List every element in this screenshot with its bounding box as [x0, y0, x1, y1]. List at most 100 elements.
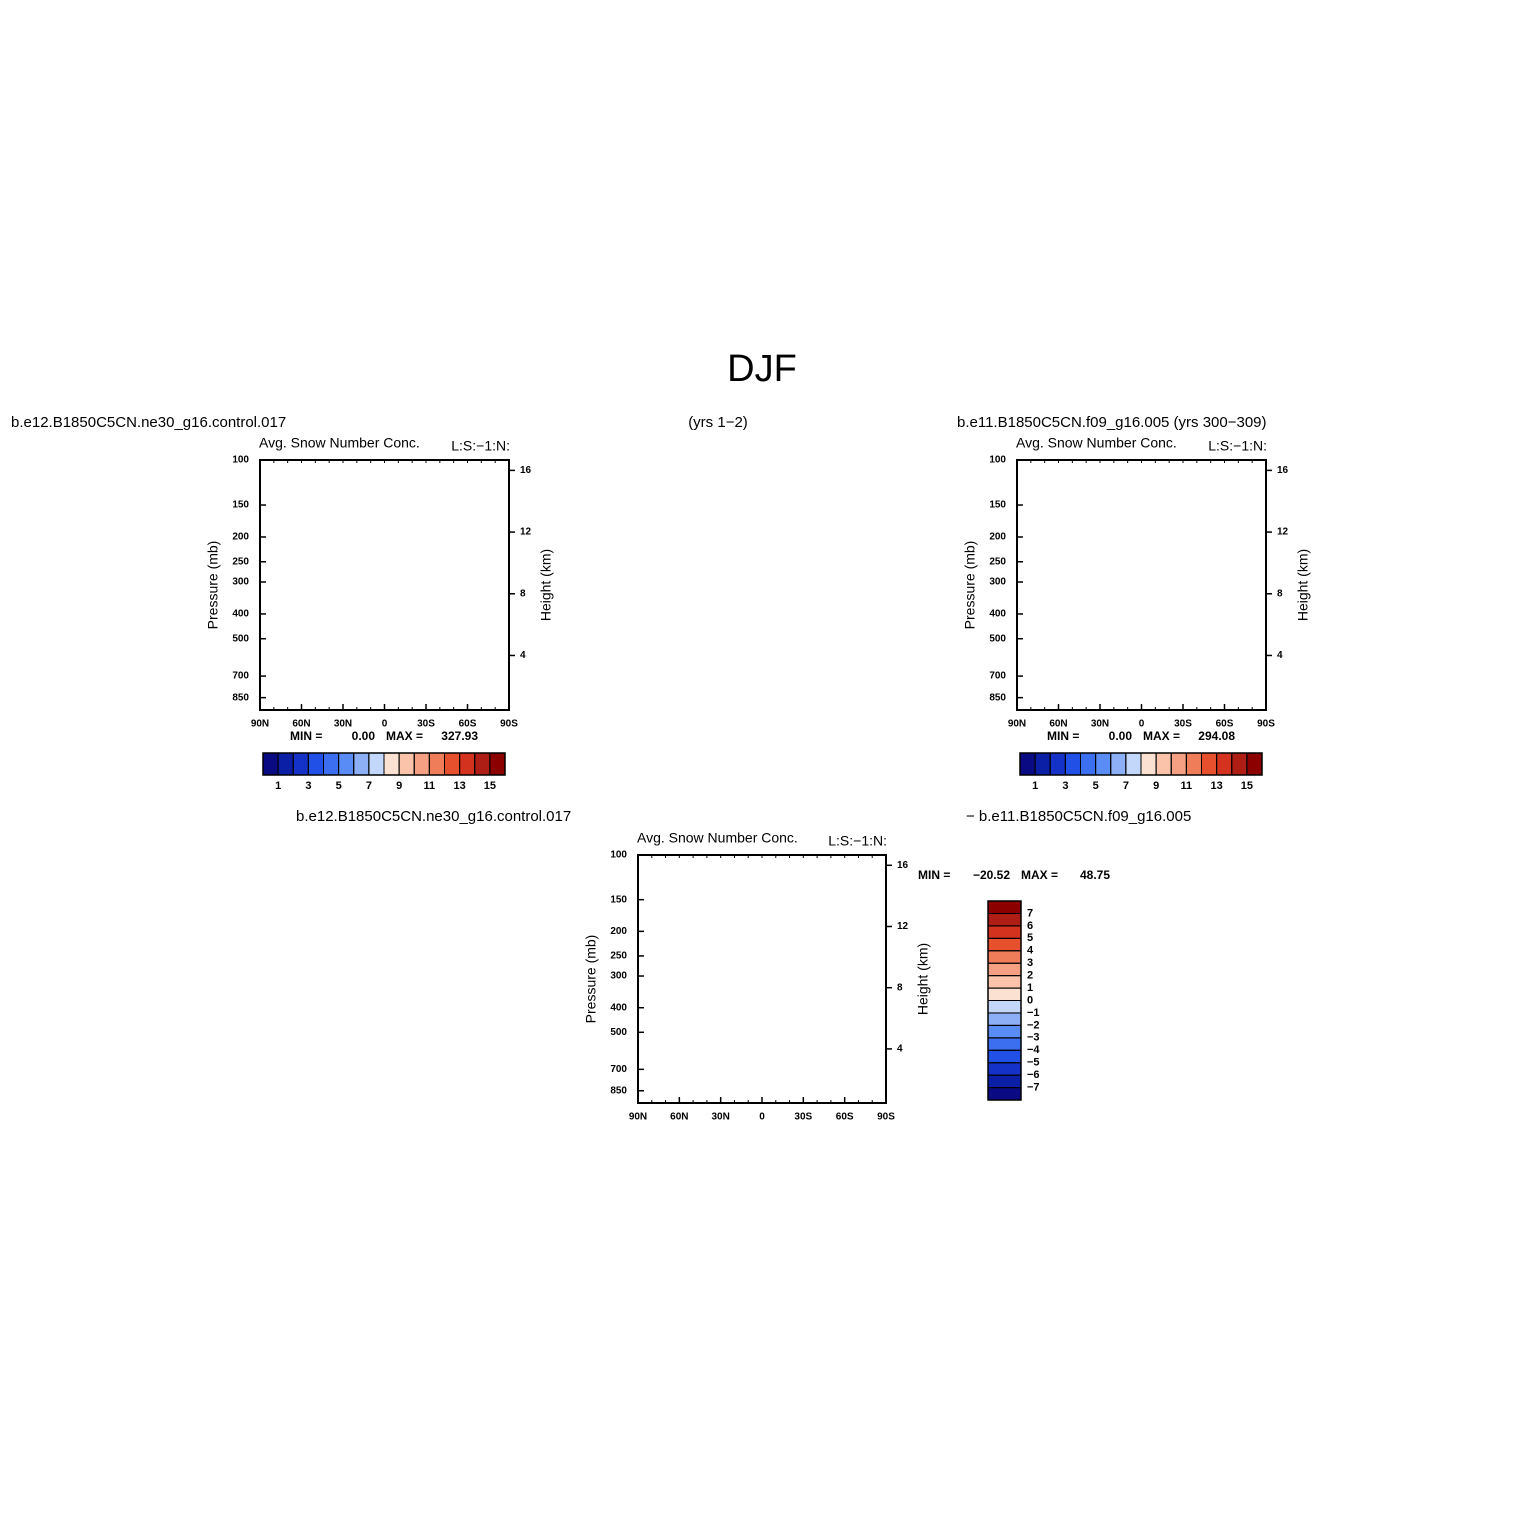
contour-fill: [1017, 460, 1228, 584]
x-tick-label: 90N: [251, 719, 269, 730]
contour-fill: [643, 860, 707, 910]
contour-fill: [831, 855, 886, 895]
colorbar-label: 11: [1181, 780, 1193, 792]
contour-fill: [752, 855, 852, 954]
contour-fill: [698, 974, 733, 1029]
colorbar-box: [383, 752, 400, 776]
y-tick-label: 850: [232, 692, 249, 703]
plot-subtitle: L:S:−1:N:: [1208, 438, 1267, 454]
colorbar-box: [1185, 752, 1202, 776]
y-tick-label: 400: [232, 609, 249, 620]
colorbar-label: 7: [1123, 780, 1129, 792]
colorbar-label: −6: [1027, 1069, 1040, 1081]
y-tick-label: 400: [610, 1002, 627, 1013]
max-label: MAX =: [386, 729, 423, 743]
x-tick-label: 90S: [877, 1112, 895, 1123]
y-tick-label: 500: [989, 633, 1006, 644]
max-label: MAX =: [1143, 729, 1180, 743]
y-tick-label: 850: [610, 1085, 627, 1096]
colorbar-frame: [262, 752, 506, 776]
colorbar-box: [1019, 752, 1036, 776]
colorbar-label: −4: [1027, 1044, 1040, 1056]
contour-fill: [345, 560, 435, 645]
x-tick-label: 60N: [292, 719, 310, 730]
colorbar-box: [987, 1087, 1022, 1101]
colorbar-box: [1170, 752, 1187, 776]
x-tick-label: 60S: [459, 719, 477, 730]
y-tick-label: 500: [232, 633, 249, 644]
y-tick-label: 300: [232, 577, 249, 588]
colorbar-label: 3: [305, 780, 311, 792]
contour-fill: [638, 974, 698, 1103]
colorbar-label: −2: [1027, 1019, 1040, 1031]
y2-tick-label: 8: [897, 982, 903, 993]
y2-tick-label: 12: [520, 527, 532, 538]
y2-tick-label: 12: [897, 921, 909, 932]
contour-fill: [1037, 460, 1062, 505]
contour-fill: [455, 675, 499, 709]
colorbar-label: 4: [1027, 945, 1034, 957]
min-label: MIN =: [1047, 729, 1079, 743]
colorbar-box: [368, 752, 385, 776]
y2-tick-label: 4: [520, 650, 526, 661]
contour-fill: [861, 1078, 886, 1103]
colorbar-label: 9: [1153, 780, 1159, 792]
colorbar-label: 5: [1027, 932, 1033, 944]
colorbar-label: 15: [484, 780, 496, 792]
colorbar-box: [323, 752, 340, 776]
x-tick-label: 30N: [334, 719, 352, 730]
plot-title: Avg. Snow Number Conc.: [1016, 435, 1177, 451]
y-axis-label: Pressure (mb): [205, 541, 221, 630]
contour-fill: [638, 855, 886, 1103]
contour-fill: [290, 460, 310, 500]
colorbar-box: [307, 752, 324, 776]
y-tick-label: 250: [232, 556, 249, 567]
y-axis-label: Pressure (mb): [583, 935, 599, 1024]
plot-subtitle: L:S:−1:N:: [451, 438, 510, 454]
colorbar-box: [262, 752, 279, 776]
contour-fill: [1017, 610, 1077, 675]
colorbar-label: 13: [454, 780, 466, 792]
colorbar-box: [444, 752, 461, 776]
case-label-2: − b.e11.B1850C5CN.f09_g16.005: [966, 808, 1191, 825]
max-value: 48.75: [1080, 868, 1110, 882]
x-tick-label: 90S: [1257, 719, 1275, 730]
colorbar-box: [1246, 752, 1263, 776]
colorbar-box: [987, 925, 1022, 939]
contour-field: [638, 855, 886, 1103]
contour-fill: [1122, 560, 1172, 635]
colorbar-box: [1064, 752, 1081, 776]
contour-fill: [469, 510, 487, 560]
min-value: 0.00: [352, 729, 376, 743]
colorbar-box: [1110, 752, 1127, 776]
colorbar-box: [428, 752, 445, 776]
contour-fill: [260, 610, 320, 675]
y-tick-label: 100: [610, 850, 627, 861]
y-tick-label: 250: [610, 951, 627, 962]
y-tick-label: 300: [610, 971, 627, 982]
contour-fill: [1234, 530, 1251, 570]
y2-tick-label: 16: [520, 465, 532, 476]
x-tick-label: 90N: [629, 1112, 647, 1123]
contour-fill: [1017, 610, 1102, 695]
contour-field: [260, 460, 509, 713]
plot-frame: [637, 854, 887, 1104]
colorbar-label: 2: [1027, 970, 1033, 982]
plot-frame: [259, 459, 510, 711]
colorbar-label: 5: [1093, 780, 1099, 792]
colorbar-box: [398, 752, 415, 776]
colorbar-label: −5: [1027, 1057, 1040, 1069]
plot-frame: [1016, 459, 1267, 711]
x-tick-label: 30N: [711, 1112, 729, 1123]
colorbar-box: [413, 752, 430, 776]
max-label: MAX =: [1021, 868, 1058, 882]
contour-fill: [365, 560, 415, 635]
y-tick-label: 100: [232, 455, 249, 466]
colorbar-box: [1201, 752, 1218, 776]
colorbar-box: [987, 975, 1022, 989]
contour-fill: [1035, 683, 1091, 713]
colorbar-box: [987, 912, 1022, 927]
contour-fill: [260, 460, 352, 522]
x-tick-label: 30S: [417, 719, 435, 730]
x-tick-label: 30S: [794, 1112, 812, 1123]
